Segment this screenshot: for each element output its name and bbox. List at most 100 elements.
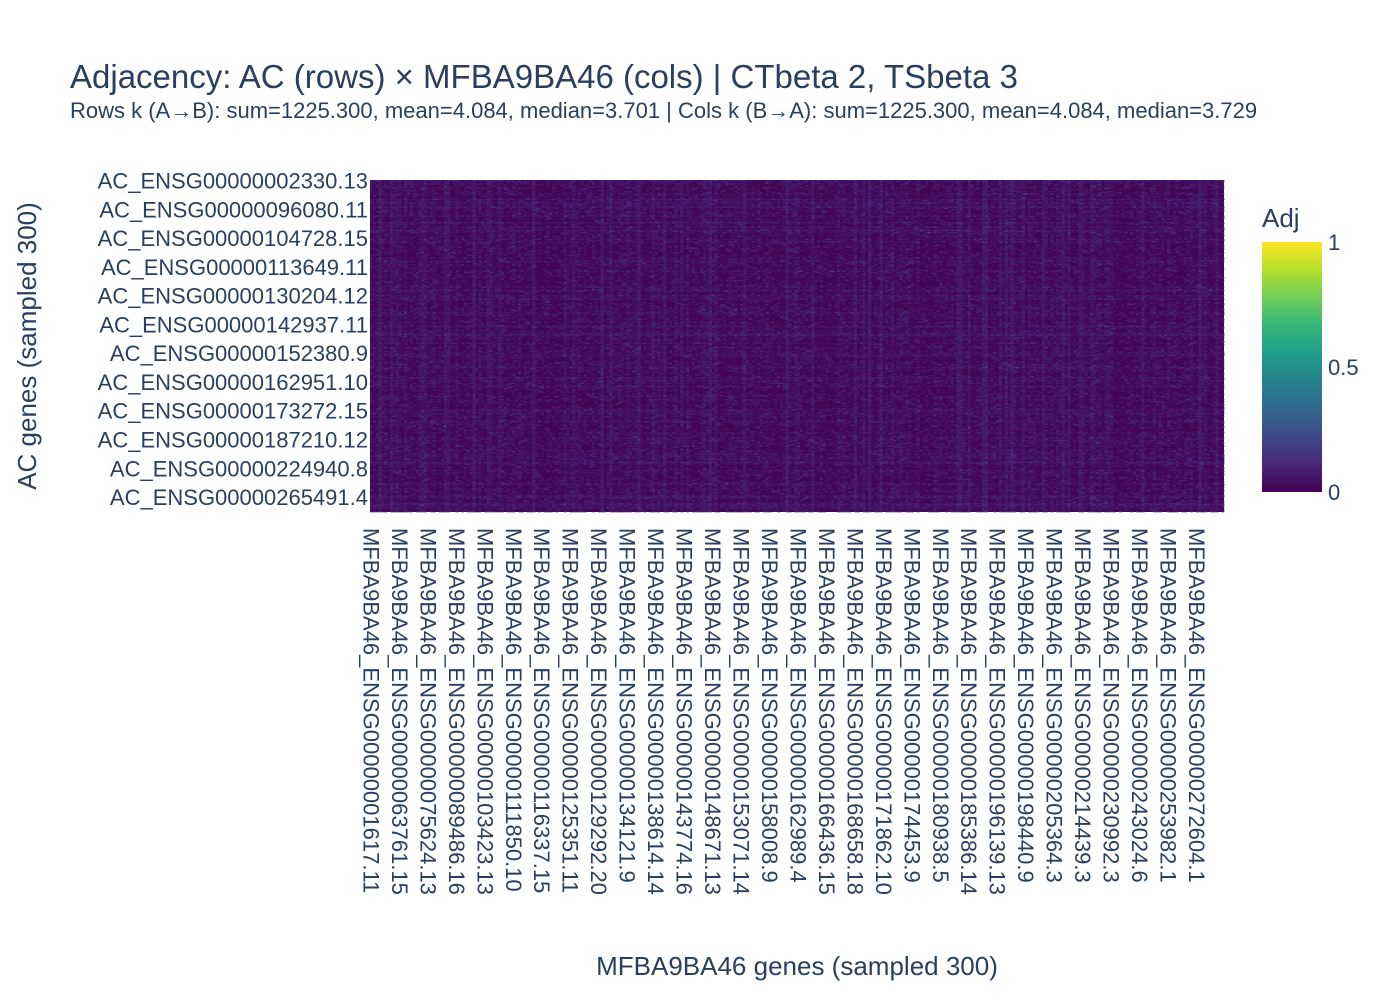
heatmap-cell — [951, 188, 954, 189]
heatmap-cell — [623, 199, 626, 200]
heatmap-cell — [1039, 180, 1042, 181]
heatmap-cell — [1008, 200, 1011, 201]
heatmap-cell — [1056, 190, 1059, 191]
heatmap-cell — [817, 199, 820, 200]
heatmap-cell — [524, 199, 527, 200]
heatmap-cell — [373, 199, 376, 200]
heatmap-cell — [939, 183, 942, 184]
heatmap-cell — [401, 187, 404, 188]
heatmap-cell — [376, 193, 379, 194]
heatmap-cell — [470, 193, 473, 194]
heatmap-cell — [1150, 195, 1153, 196]
heatmap-cell — [931, 195, 934, 196]
heatmap-cell — [695, 202, 698, 203]
heatmap-cell — [458, 193, 461, 194]
heatmap-cell — [1164, 183, 1167, 184]
heatmap-cell — [899, 188, 902, 189]
heatmap-cell — [677, 193, 680, 194]
heatmap-cell — [808, 200, 811, 201]
heatmap-cell — [951, 184, 954, 185]
heatmap-cell — [1025, 188, 1028, 189]
heatmap-cell — [1139, 187, 1142, 188]
heatmap-cell — [751, 184, 754, 185]
heatmap-cell — [430, 203, 433, 204]
heatmap-cell — [1030, 187, 1033, 188]
heatmap-cell — [951, 197, 954, 198]
heatmap-cell — [925, 184, 928, 185]
heatmap-cell — [905, 180, 908, 181]
heatmap-cell — [820, 200, 823, 201]
heatmap-cell — [535, 199, 538, 200]
heatmap-cell — [438, 188, 441, 189]
heatmap-cell — [433, 193, 436, 194]
heatmap-cell — [700, 181, 703, 182]
heatmap-cell — [823, 203, 826, 204]
heatmap-cell — [877, 188, 880, 189]
heatmap-cell — [712, 180, 715, 181]
heatmap-cell — [1065, 189, 1068, 190]
heatmap-cell — [914, 202, 917, 203]
heatmap-cell — [495, 202, 498, 203]
heatmap-cell — [509, 199, 512, 200]
heatmap-cell — [430, 191, 433, 192]
heatmap-cell — [1196, 184, 1199, 185]
heatmap-cell — [823, 183, 826, 184]
heatmap-cell — [899, 181, 902, 182]
heatmap-cell — [1059, 200, 1062, 201]
heatmap-cell — [515, 184, 518, 185]
heatmap-cell — [501, 200, 504, 201]
heatmap-cell — [976, 199, 979, 200]
heatmap-cell — [467, 180, 470, 181]
heatmap-cell — [492, 193, 495, 194]
heatmap-cell — [370, 193, 373, 194]
heatmap-cell — [754, 180, 757, 181]
heatmap-cell — [598, 195, 601, 196]
heatmap-cell — [706, 188, 709, 189]
heatmap-cell — [734, 197, 737, 198]
heatmap-cell — [566, 197, 569, 198]
heatmap-cell — [606, 190, 609, 191]
heatmap-cell — [769, 191, 772, 192]
heatmap-cell — [973, 193, 976, 194]
heatmap-cell — [774, 202, 777, 203]
heatmap-cell — [871, 180, 874, 181]
heatmap-cell — [1164, 191, 1167, 192]
heatmap-cell — [1173, 180, 1176, 181]
heatmap-cell — [453, 186, 456, 187]
heatmap-cell — [1147, 180, 1150, 181]
heatmap-cell — [418, 181, 421, 182]
heatmap-cell — [908, 193, 911, 194]
heatmap-cell — [720, 193, 723, 194]
heatmap-cell — [578, 197, 581, 198]
heatmap-cell — [549, 186, 552, 187]
heatmap-cell — [917, 190, 920, 191]
heatmap-cell — [834, 203, 837, 204]
heatmap-cell — [416, 181, 419, 182]
heatmap-cell — [1133, 181, 1136, 182]
heatmap-cell — [740, 194, 743, 195]
heatmap-cell — [931, 189, 934, 190]
heatmap-cell — [1016, 193, 1019, 194]
heatmap-cell — [643, 202, 646, 203]
heatmap-cell — [615, 202, 618, 203]
heatmap-cell — [467, 200, 470, 201]
heatmap-cell — [885, 195, 888, 196]
heatmap-cell — [512, 194, 515, 195]
heatmap-cell — [1124, 190, 1127, 191]
heatmap-cell — [552, 188, 555, 189]
heatmap-cell — [988, 180, 991, 181]
heatmap-cell — [1076, 195, 1079, 196]
heatmap-cell — [492, 202, 495, 203]
heatmap-cell — [461, 184, 464, 185]
heatmap-cell — [603, 194, 606, 195]
heatmap-cell — [410, 202, 413, 203]
heatmap-cell — [954, 180, 957, 181]
heatmap-cell — [686, 195, 689, 196]
heatmap-cell — [936, 195, 939, 196]
heatmap-cell — [857, 191, 860, 192]
heatmap-cell — [1048, 199, 1051, 200]
heatmap-cell — [951, 193, 954, 194]
heatmap-cell — [1213, 194, 1216, 195]
heatmap-cell — [490, 195, 493, 196]
heatmap-cell — [737, 186, 740, 187]
